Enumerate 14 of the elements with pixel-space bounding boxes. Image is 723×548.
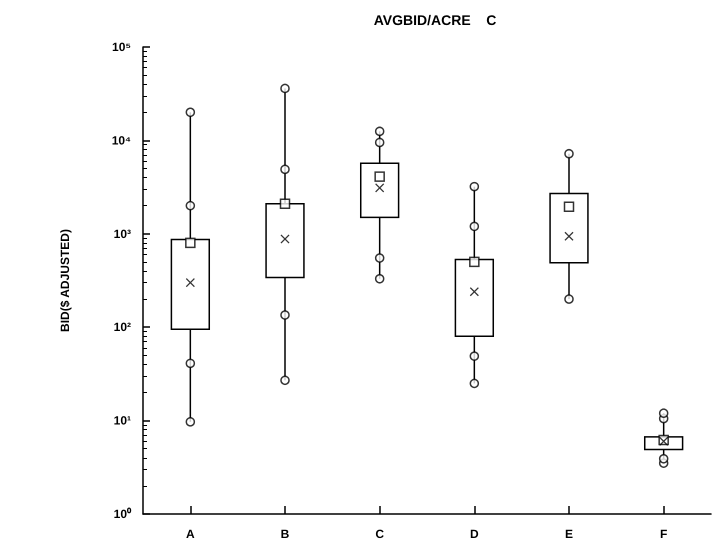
y-tick-label: 10⁰ [114, 507, 132, 521]
y-tick-label: 10³ [114, 226, 132, 241]
x-tick-label: B [280, 527, 290, 541]
y-tick-label: 10² [114, 320, 132, 334]
y-tick-label: 10⁵ [112, 40, 131, 54]
x-tick-label: A [186, 527, 195, 541]
x-tick-label: F [660, 527, 668, 541]
x-tick-label: C [375, 527, 384, 541]
chart-title: AVGBID/ACRE C [374, 12, 496, 28]
y-axis-title: BID($ ADJUSTED) [58, 229, 72, 332]
x-tick-label: E [564, 527, 574, 541]
x-tick-label: D [470, 527, 479, 541]
y-tick-label: 10¹ [114, 414, 132, 428]
y-tick-label: 10⁴ [112, 133, 132, 148]
